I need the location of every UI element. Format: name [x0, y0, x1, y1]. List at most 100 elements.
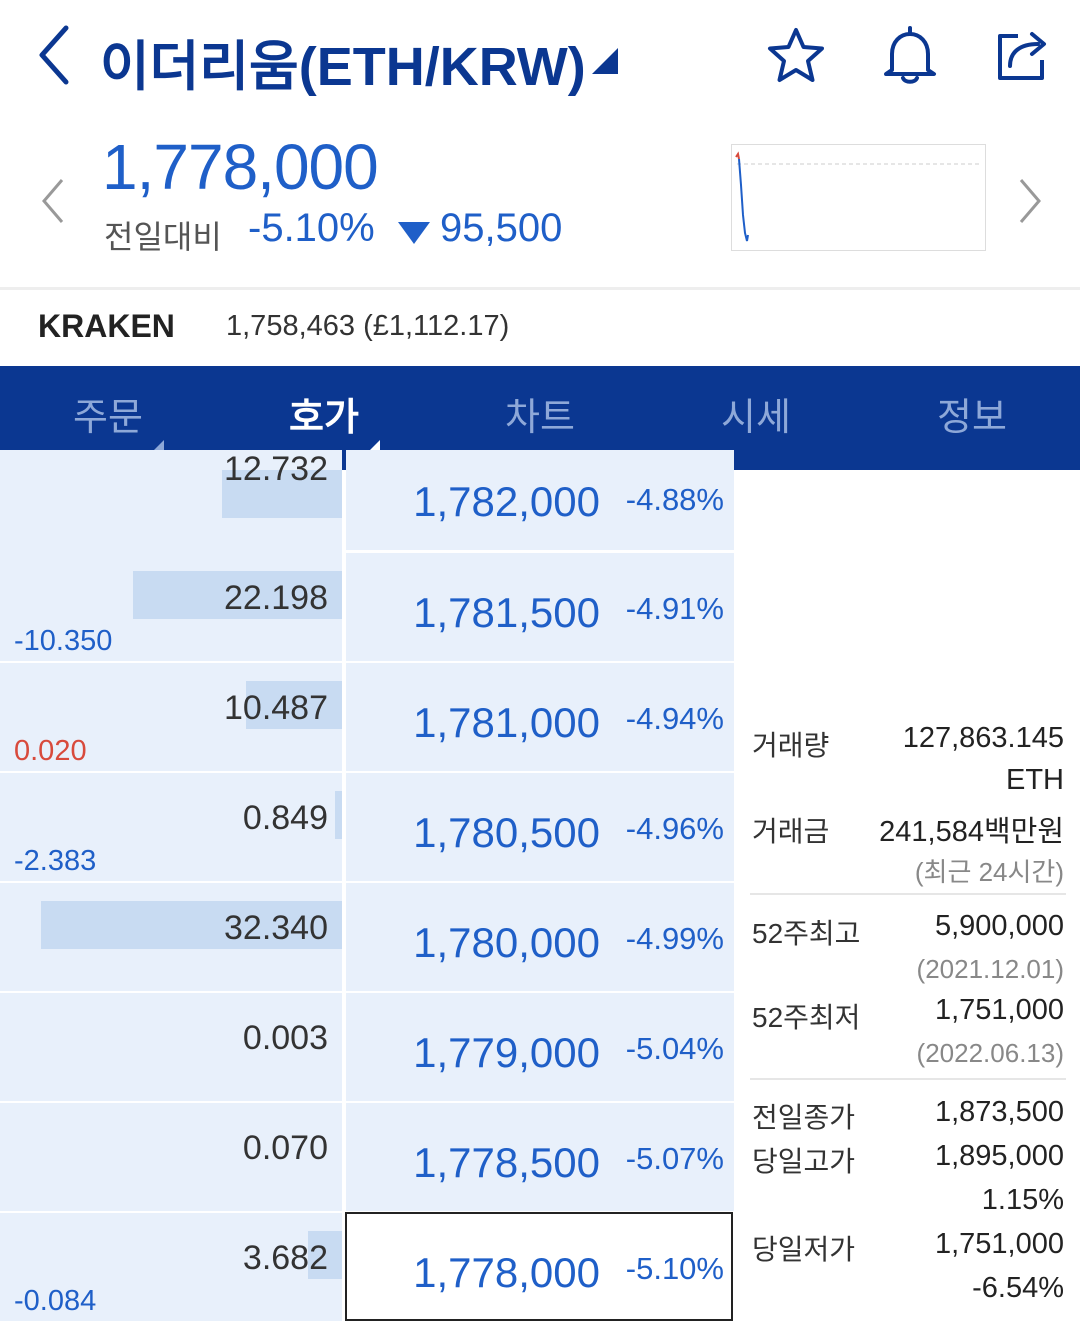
current-price: 1,778,000 [102, 131, 379, 203]
exchange-name: KRAKEN [38, 308, 175, 344]
amount-label: 거래금 [752, 816, 830, 847]
quantity-cell: 32.340 [0, 883, 342, 991]
quantity-change: 0.020 [14, 735, 87, 767]
price: 1,782,000 [413, 478, 600, 525]
price-cell[interactable]: 1,778,000 -5.10% [346, 1213, 734, 1321]
price: 1,778,500 [413, 1139, 600, 1186]
divider [750, 1078, 1066, 1080]
price-percent: -4.88% [625, 482, 724, 517]
day-low-label: 당일저가 [752, 1234, 856, 1265]
orderbook-row[interactable]: 22.198 -10.350 1,781,500 -4.91% [0, 553, 735, 661]
price-percent: -4.99% [625, 921, 724, 956]
price-percent: -5.07% [625, 1141, 724, 1176]
day-low-value: 1,751,000 [934, 1228, 1064, 1260]
star-icon[interactable] [764, 24, 828, 88]
price-cell[interactable]: 1,778,500 -5.07% [346, 1103, 734, 1211]
quantity-bar [41, 901, 342, 949]
quantity-change: -0.084 [14, 1285, 97, 1317]
quantity: 10.487 [224, 689, 328, 727]
orderbook-row[interactable]: 10.487 0.020 1,781,000 -4.94% [0, 663, 735, 771]
quantity-cell: 10.487 0.020 [0, 663, 342, 771]
tab-orderbook[interactable]: 호가 [289, 397, 359, 439]
orderbook-row[interactable]: 32.340 1,780,000 -4.99% [0, 883, 735, 991]
quantity: 12.732 [224, 450, 328, 488]
page-title[interactable]: 이더리움(ETH/KRW) [100, 37, 586, 97]
quantity-cell: 0.849 -2.383 [0, 773, 342, 881]
price-percent: -4.94% [625, 701, 724, 736]
orderbook-row[interactable]: 0.070 1,778,500 -5.07% [0, 1103, 735, 1211]
divider [0, 287, 1080, 290]
compare-label: 전일대비 [104, 219, 222, 255]
day-low-percent: -6.54% [972, 1272, 1064, 1304]
quantity: 0.849 [242, 799, 328, 837]
chevron-left-icon[interactable] [30, 20, 80, 90]
current-price-highlight [345, 1212, 733, 1321]
low52-value: 1,751,000 [934, 994, 1064, 1026]
low52-label: 52주최저 [752, 1002, 861, 1033]
quantity-cell: 0.070 [0, 1103, 342, 1211]
low52-date: (2022.06.13) [916, 1038, 1064, 1068]
price-cell[interactable]: 1,780,000 -4.99% [346, 883, 734, 991]
quantity-cell: 22.198 -10.350 [0, 553, 342, 661]
price-cell[interactable]: 1,781,500 -4.91% [346, 553, 734, 661]
quantity: 32.340 [224, 909, 328, 947]
quantity: 0.070 [242, 1129, 328, 1167]
price-cell[interactable]: 1,781,000 -4.94% [346, 663, 734, 771]
change-amount: 95,500 [440, 206, 563, 250]
price: 1,778,000 [413, 1249, 600, 1296]
prev-arrow-icon[interactable] [38, 176, 68, 226]
price: 1,781,500 [413, 589, 600, 636]
amount-note: (최근 24시간) [914, 857, 1064, 887]
price: 1,781,000 [413, 699, 600, 746]
dropdown-caret-icon[interactable] [592, 48, 618, 74]
orderbook-row[interactable]: 3.682 -0.084 1,778,000 -5.10% [0, 1213, 735, 1321]
quantity: 22.198 [224, 579, 328, 617]
next-arrow-icon[interactable] [1015, 176, 1045, 226]
price-cell[interactable]: 1,779,000 -5.04% [346, 993, 734, 1101]
high52-label: 52주최고 [752, 918, 861, 949]
tab-market[interactable]: 시세 [721, 397, 791, 439]
quantity-change: -10.350 [14, 625, 113, 657]
high52-date: (2021.12.01) [916, 954, 1064, 984]
high52-value: 5,900,000 [934, 910, 1064, 942]
quantity: 0.003 [242, 1019, 328, 1057]
mini-chart[interactable] [731, 144, 986, 251]
price-percent: -5.10% [625, 1251, 724, 1286]
share-icon[interactable] [990, 24, 1054, 88]
orderbook-row[interactable]: 0.849 -2.383 1,780,500 -4.96% [0, 773, 735, 881]
quantity-bar [133, 571, 342, 619]
quantity: 3.682 [242, 1239, 328, 1277]
divider [750, 893, 1066, 895]
price-percent: -4.96% [625, 811, 724, 846]
orderbook-row[interactable]: 0.003 1,779,000 -5.04% [0, 993, 735, 1101]
quantity-change: -2.383 [14, 845, 97, 877]
tab-info[interactable]: 정보 [937, 397, 1007, 439]
bell-icon[interactable] [878, 24, 942, 88]
amount-value: 241,584백만원 [879, 816, 1064, 848]
volume-value: 127,863.145 [902, 722, 1064, 754]
price-cell[interactable]: 1,782,000 -4.88% [346, 450, 734, 550]
price: 1,780,000 [413, 919, 600, 966]
exchange-price: 1,758,463 (£1,112.17) [226, 310, 510, 342]
day-high-label: 당일고가 [752, 1146, 856, 1177]
volume-unit: ETH [1006, 764, 1064, 796]
prev-close-value: 1,873,500 [934, 1096, 1064, 1128]
quantity-bar [335, 791, 342, 839]
quantity-bar [308, 1231, 342, 1279]
tab-order[interactable]: 주문 [73, 397, 143, 439]
quantity-bar [246, 681, 342, 729]
price: 1,780,500 [413, 809, 600, 856]
day-high-percent: 1.15% [981, 1184, 1064, 1216]
quantity-cell: 0.003 [0, 993, 342, 1101]
change-percent: -5.10% [248, 206, 375, 250]
price-percent: -5.04% [625, 1031, 724, 1066]
price-percent: -4.91% [625, 591, 724, 626]
volume-label: 거래량 [752, 730, 830, 761]
day-high-value: 1,895,000 [934, 1140, 1064, 1172]
tab-chart[interactable]: 차트 [505, 397, 575, 439]
down-triangle-icon [398, 222, 430, 244]
quantity-cell: 3.682 -0.084 [0, 1213, 342, 1321]
price-cell[interactable]: 1,780,500 -4.96% [346, 773, 734, 881]
price: 1,779,000 [413, 1029, 600, 1076]
prev-close-label: 전일종가 [752, 1102, 856, 1133]
